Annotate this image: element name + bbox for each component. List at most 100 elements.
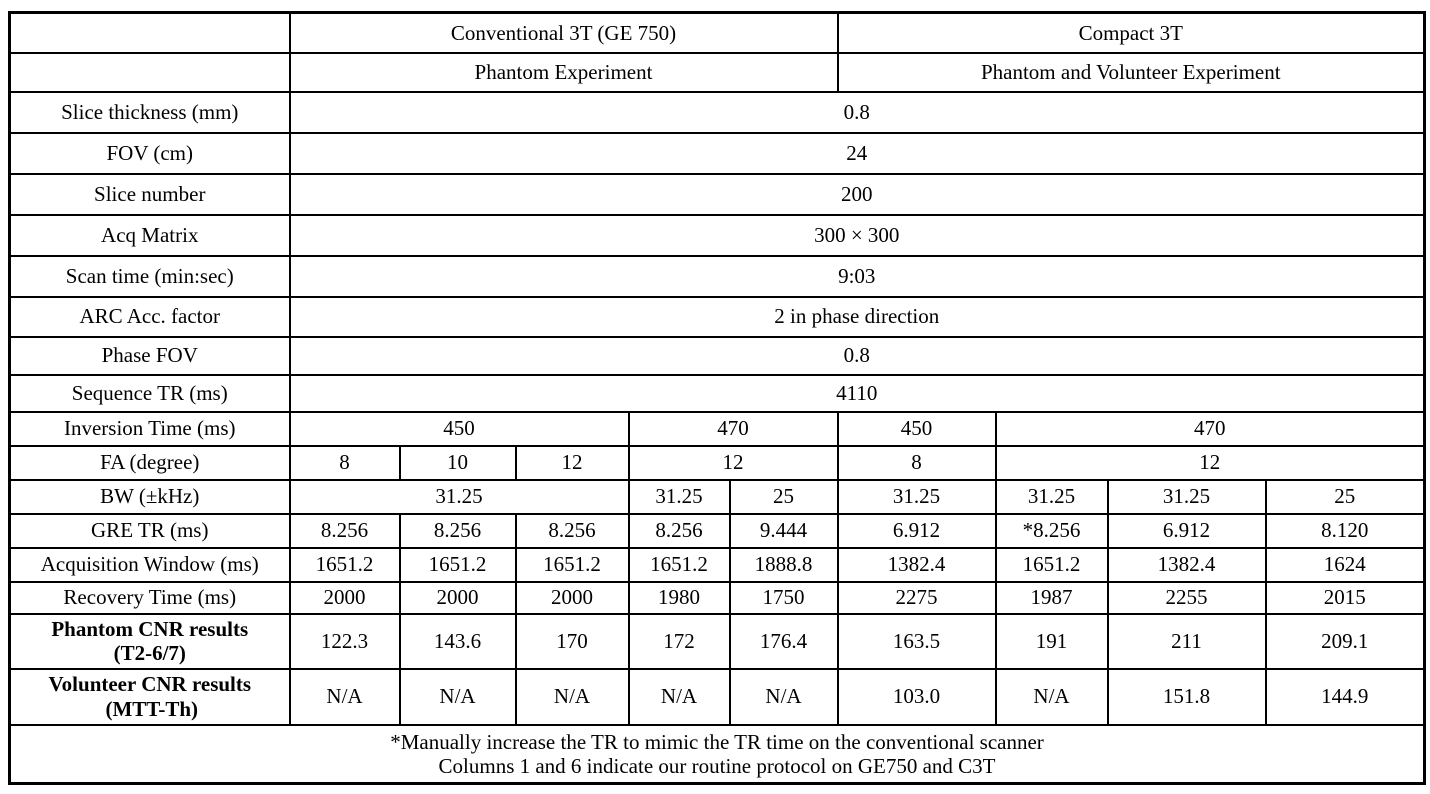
cell-value: 12 [514,444,630,481]
cell-value: 2255 [1106,580,1267,615]
cell-value: 144.9 [1264,667,1426,726]
cell-value: 191 [994,612,1109,670]
row-label: BW (±kHz) [8,478,291,515]
row-label: Acquisition Window (ms) [8,546,291,583]
cell-value: 12 [994,444,1426,481]
cell-value: 209.1 [1264,612,1426,670]
cell-value-footnoted: *8.256 [994,512,1109,549]
footnote-routine-protocol: Columns 1 and 6 indicate our routine pro… [438,753,996,778]
footnote-tr-asterisk: *Manually increase the TR to mimic the T… [390,729,1044,754]
row-label-line1: Volunteer CNR results [48,672,252,697]
cell-value: 176.4 [728,612,839,670]
row-label: Slice number [8,172,291,216]
corner-cell [8,11,291,54]
cell-value: 2275 [836,580,997,615]
row-label-line2: (T2-6/7) [113,641,186,665]
cell-value: 1980 [627,580,731,615]
footnotes-cell: *Manually increase the TR to mimic the T… [8,723,1426,785]
cell-value: N/A [627,667,731,726]
cell-value: 1624 [1264,546,1426,583]
cell-value: 31.25 [994,478,1109,515]
table-row-recovery-time: Recovery Time (ms) 2000 2000 2000 1980 1… [8,580,1426,615]
scan-protocol-table: Conventional 3T (GE 750) Compact 3T Phan… [8,11,1427,785]
cell-value: 25 [1264,478,1426,515]
cell-value: 1382.4 [836,546,997,583]
cell-value: 450 [288,410,630,447]
row-label: Inversion Time (ms) [8,410,291,447]
header-row-scanner: Conventional 3T (GE 750) Compact 3T [8,11,1426,54]
table-row-volunteer-cnr: Volunteer CNR results (MTT-Th) N/A N/A N… [8,667,1426,726]
table-row-gre-tr: GRE TR (ms) 8.256 8.256 8.256 8.256 9.44… [8,512,1426,549]
table-row-slice-number: Slice number 200 [8,172,1426,216]
row-label: Scan time (min:sec) [8,254,291,298]
cell-value: 8.256 [288,512,401,549]
cell-value: 31.25 [627,478,731,515]
header-conventional-3t: Conventional 3T (GE 750) [288,11,839,54]
cell-value: N/A [398,667,517,726]
table-row-slice-thickness: Slice thickness (mm) 0.8 [8,90,1426,134]
table-row-fa: FA (degree) 8 10 12 12 8 12 [8,444,1426,481]
cell-value: 8 [836,444,997,481]
cell-value: 24 [288,131,1426,175]
cell-value: 450 [836,410,997,447]
row-label: Slice thickness (mm) [8,90,291,134]
cell-value: 1651.2 [994,546,1109,583]
cell-value: 31.25 [836,478,997,515]
row-label-line2: (MTT-Th) [105,696,199,721]
cell-value: 300 × 300 [288,213,1426,257]
cell-value: N/A [288,667,401,726]
cell-value: 2015 [1264,580,1426,615]
table-row-inversion-time: Inversion Time (ms) 450 470 450 470 [8,410,1426,447]
cell-value: 470 [994,410,1426,447]
cell-value: 1382.4 [1106,546,1267,583]
table-row-acquisition-window: Acquisition Window (ms) 1651.2 1651.2 16… [8,546,1426,583]
corner-cell [8,51,291,93]
cell-value: 163.5 [836,612,997,670]
cell-value: 172 [627,612,731,670]
table-row-scan-time: Scan time (min:sec) 9:03 [8,254,1426,298]
table-row-phase-fov: Phase FOV 0.8 [8,335,1426,376]
header-compact-3t: Compact 3T [836,11,1426,54]
cell-value: 25 [728,478,839,515]
cell-value: 0.8 [288,90,1426,134]
cell-value: 1987 [994,580,1109,615]
row-label-phantom-cnr: Phantom CNR results (T2-6/7) [8,612,291,670]
cell-value: 103.0 [836,667,997,726]
table-row-phantom-cnr: Phantom CNR results (T2-6/7) 122.3 143.6… [8,612,1426,670]
protocol-table-container: Conventional 3T (GE 750) Compact 3T Phan… [8,11,1427,785]
table-row-sequence-tr: Sequence TR (ms) 4110 [8,373,1426,413]
cell-value: 170 [514,612,630,670]
table-row-fov: FOV (cm) 24 [8,131,1426,175]
table-row-bw: BW (±kHz) 31.25 31.25 25 31.25 31.25 31.… [8,478,1426,515]
cell-value: 1651.2 [627,546,731,583]
cell-value: 0.8 [288,335,1426,376]
cell-value: N/A [514,667,630,726]
cell-value: 9.444 [728,512,839,549]
row-label: FOV (cm) [8,131,291,175]
cell-value: 211 [1106,612,1267,670]
cell-value: 1651.2 [514,546,630,583]
cell-value: 9:03 [288,254,1426,298]
header-phantom-volunteer-experiment: Phantom and Volunteer Experiment [836,51,1426,93]
table-row-acq-matrix: Acq Matrix 300 × 300 [8,213,1426,257]
cell-value: 6.912 [836,512,997,549]
row-label: Sequence TR (ms) [8,373,291,413]
cell-value: 143.6 [398,612,517,670]
cell-value: 1750 [728,580,839,615]
row-label-volunteer-cnr: Volunteer CNR results (MTT-Th) [8,667,291,726]
row-label: FA (degree) [8,444,291,481]
cell-value: 10 [398,444,517,481]
row-label: GRE TR (ms) [8,512,291,549]
row-label: Acq Matrix [8,213,291,257]
cell-value: 1888.8 [728,546,839,583]
header-row-experiment: Phantom Experiment Phantom and Volunteer… [8,51,1426,93]
row-label-line1: Phantom CNR results [51,616,249,641]
cell-value: 6.912 [1106,512,1267,549]
cell-value: N/A [728,667,839,726]
table-row-arc-acc-factor: ARC Acc. factor 2 in phase direction [8,295,1426,338]
cell-value: 8.256 [398,512,517,549]
cell-value: 31.25 [288,478,630,515]
row-label: Recovery Time (ms) [8,580,291,615]
cell-value: 8.256 [627,512,731,549]
cell-value: 2000 [288,580,401,615]
